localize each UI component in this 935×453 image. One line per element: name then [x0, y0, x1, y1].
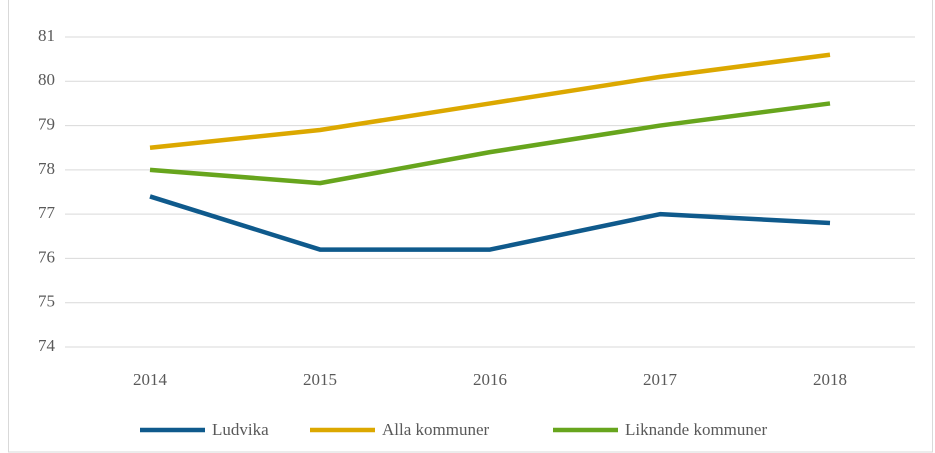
- y-tick-label: 76: [38, 247, 55, 266]
- y-tick-label: 80: [38, 70, 55, 89]
- series-line: [149, 101, 831, 186]
- legend-label: Liknande kommuner: [625, 420, 767, 439]
- x-tick-label: 2018: [813, 370, 847, 389]
- x-tick-label: 2014: [133, 370, 168, 389]
- y-tick-label: 74: [38, 336, 56, 355]
- legend-label: Ludvika: [212, 420, 269, 439]
- x-tick-label: 2017: [643, 370, 678, 389]
- x-tick-label: 2015: [303, 370, 337, 389]
- chart-frame: [8, 0, 933, 453]
- series-line: [149, 52, 831, 150]
- y-tick-label: 81: [38, 26, 55, 45]
- y-tick-label: 79: [38, 114, 55, 133]
- y-tick-label: 78: [38, 159, 55, 178]
- y-tick-label: 77: [38, 203, 56, 222]
- y-tick-label: 75: [38, 292, 55, 311]
- series-line: [149, 194, 831, 252]
- legend-label: Alla kommuner: [382, 420, 490, 439]
- x-tick-label: 2016: [473, 370, 507, 389]
